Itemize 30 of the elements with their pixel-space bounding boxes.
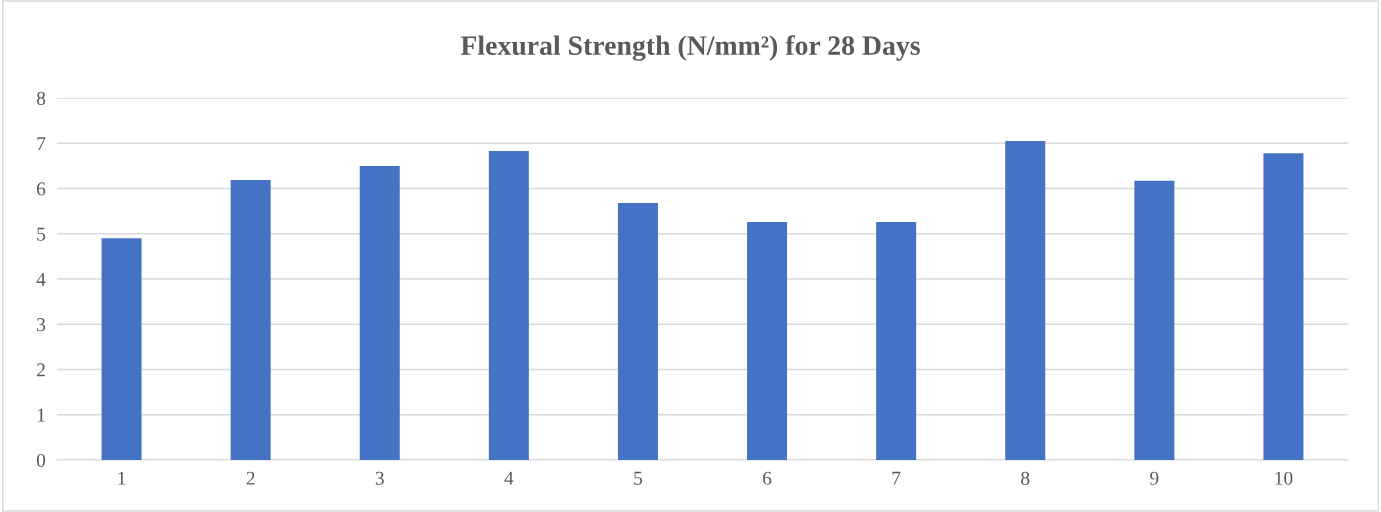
- bar: [359, 165, 400, 460]
- y-tick-label: 3: [37, 318, 46, 332]
- y-tick-label: 4: [36, 272, 46, 286]
- bar: [488, 150, 529, 460]
- bar: [617, 202, 658, 460]
- bar: [1263, 153, 1304, 460]
- y-tick-label: 6: [37, 182, 46, 196]
- bar: [1134, 180, 1175, 460]
- bar: [1005, 140, 1046, 460]
- bar: [101, 238, 142, 460]
- x-tick-label: 1: [118, 471, 126, 485]
- x-tick-label: 6: [763, 471, 772, 485]
- x-tick-label: 2: [246, 471, 255, 485]
- x-tick-label: 10: [1275, 471, 1293, 485]
- bar: [876, 221, 917, 460]
- y-tick-label: 2: [37, 363, 45, 377]
- chart-title: Flexural Strength (N/mm²) for 28 Days: [460, 35, 920, 61]
- y-tick-label: 8: [36, 91, 46, 105]
- bar: [747, 221, 788, 460]
- x-tick-label: 8: [1021, 471, 1030, 485]
- y-tick-label: 0: [36, 453, 46, 467]
- bar: [230, 179, 271, 460]
- x-tick-label: 4: [504, 471, 514, 485]
- y-tick-label: 5: [37, 227, 46, 241]
- x-tick-label: 3: [375, 471, 384, 485]
- x-tick-label: 9: [1150, 471, 1159, 485]
- x-tick-label: 7: [892, 471, 901, 485]
- y-tick-label: 1: [37, 408, 45, 422]
- x-tick-label: 5: [634, 471, 643, 485]
- y-tick-label: 7: [37, 137, 46, 150]
